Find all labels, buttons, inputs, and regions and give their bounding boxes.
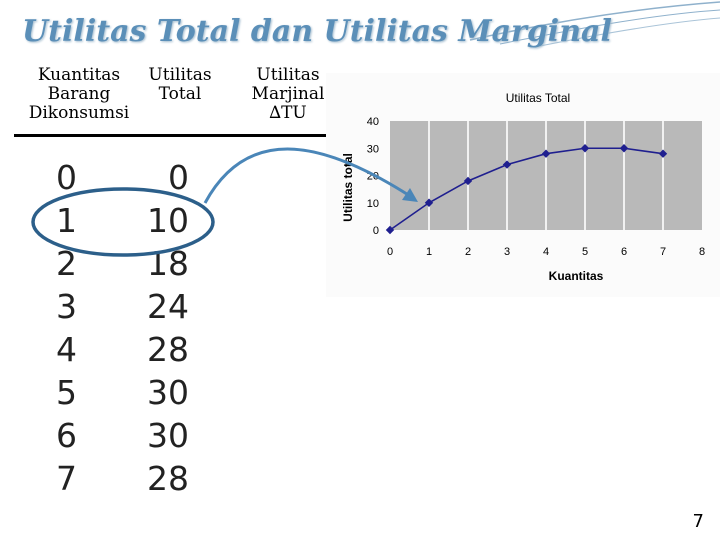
y-tick-label: 0 [373,225,379,237]
x-tick-label: 1 [426,246,432,258]
total-utility-cell: 18 [147,244,189,283]
x-axis-label: Kuantitas [549,269,604,283]
data-point [385,225,395,235]
x-tick-label: 2 [465,246,471,258]
total-utility-cell: 28 [147,459,189,498]
slide-title: Utilitas Total dan Utilitas Marginal [22,14,612,49]
y-tick-label: 20 [367,171,379,183]
x-tick-label: 7 [660,246,666,258]
data-point [658,149,668,158]
total-utility-cell: 30 [147,373,189,412]
page-number: 7 [692,511,704,532]
x-tick-label: 5 [582,246,588,258]
y-tick-label: 40 [367,116,379,128]
quantity-cell: 7 [56,459,77,498]
x-tick-label: 8 [699,246,705,258]
data-point [619,144,629,153]
data-point [424,198,434,207]
total-utility-cell: 28 [147,330,189,369]
quantity-cell: 6 [56,416,77,455]
quantity-cell: 1 [56,201,77,240]
series-line [389,147,664,231]
quantity-cell: 0 [56,158,77,197]
quantity-cell: 4 [56,330,77,369]
total-utility-cell: 0 [168,158,189,197]
header-quantity: Kuantitas Barang Dikonsumsi [28,65,130,123]
data-point [541,149,551,158]
x-tick-label: 0 [387,246,393,258]
y-tick-label: 10 [367,198,379,210]
chart-panel: Utilitas Total Kuantitas Utilitas total 0 10… [326,73,720,297]
quantity-cell: 5 [56,373,77,412]
header-rule [14,134,330,137]
total-utility-cell: 24 [147,287,189,326]
header-total-utility: Utilitas Total [148,65,212,104]
x-tick-label: 3 [504,246,510,258]
y-axis-label: Utilitas total [341,153,355,222]
data-point [502,160,512,169]
y-tick-label: 30 [367,143,379,155]
total-utility-cell: 10 [147,201,189,240]
data-point [580,144,590,153]
quantity-cell: 3 [56,287,77,326]
quantity-column: 0 1 2 3 4 5 6 7 [56,156,86,500]
total-utility-cell: 30 [147,416,189,455]
quantity-cell: 2 [56,244,77,283]
x-tick-label: 6 [621,246,627,258]
total-utility-column: 0 10 18 24 28 30 30 28 [143,156,189,500]
chart-title: Utilitas Total [506,91,570,105]
data-point [463,176,473,186]
x-tick-label: 4 [543,246,549,258]
header-marginal-utility: Utilitas Marjinal ∆TU [251,65,325,123]
